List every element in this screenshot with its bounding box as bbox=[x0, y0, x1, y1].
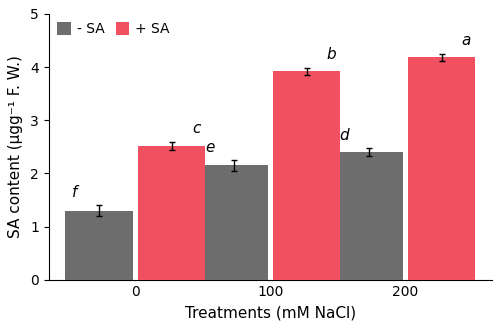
Text: a: a bbox=[462, 34, 470, 48]
Y-axis label: SA content (μgg⁻¹ F. W.): SA content (μgg⁻¹ F. W.) bbox=[8, 55, 24, 238]
Bar bbox=[335, 152, 402, 280]
Bar bbox=[138, 146, 205, 280]
Bar bbox=[65, 211, 132, 280]
Text: d: d bbox=[340, 128, 349, 143]
Bar bbox=[408, 58, 476, 280]
Text: f: f bbox=[72, 185, 77, 200]
Legend: - SA, + SA: - SA, + SA bbox=[52, 16, 175, 42]
Bar bbox=[273, 71, 340, 280]
Text: c: c bbox=[192, 121, 200, 136]
Bar bbox=[200, 165, 268, 280]
Text: e: e bbox=[205, 140, 214, 155]
X-axis label: Treatments (mM NaCl): Treatments (mM NaCl) bbox=[184, 306, 356, 321]
Text: b: b bbox=[326, 47, 336, 62]
